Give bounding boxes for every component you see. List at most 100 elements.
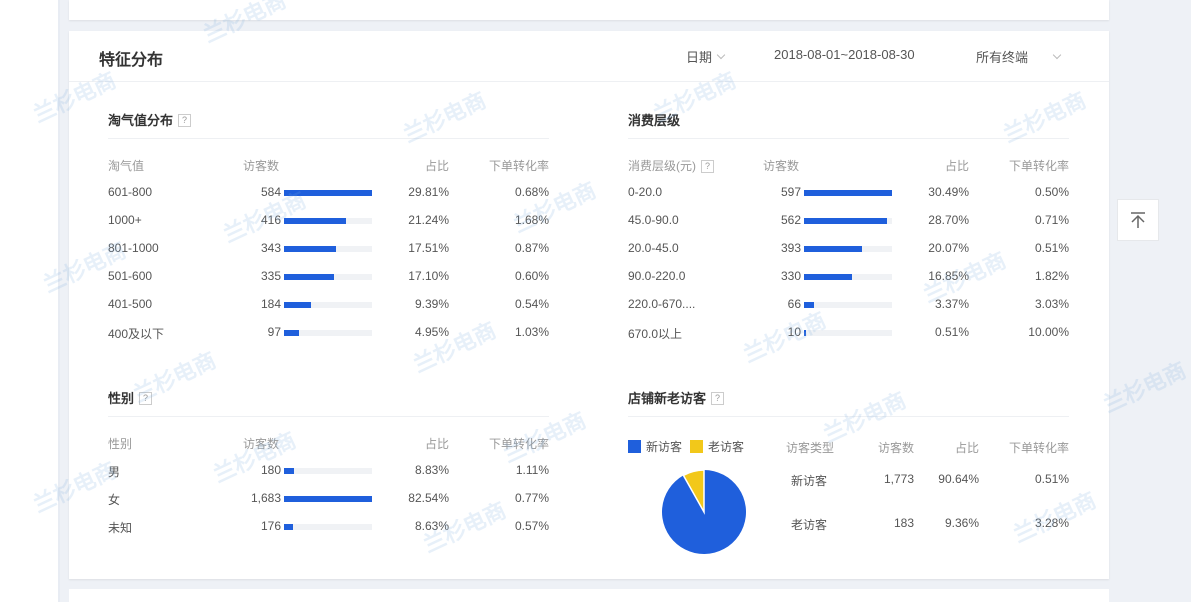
taoqi-table: 淘气值 访客数 占比 下单转化率 601-800 584 29.81% 0.68% 10… — [108, 153, 549, 349]
row-name: 670.0以上 — [628, 327, 683, 341]
header-pct: 占比 — [424, 437, 449, 451]
help-icon[interactable]: ? — [178, 114, 192, 127]
header-count: 访客数 — [243, 159, 280, 173]
row-pct: 8.63% — [414, 519, 449, 533]
help-icon[interactable]: ? — [139, 392, 153, 405]
row-name: 1000+ — [108, 213, 142, 227]
legend-label-old: 老访客 — [708, 440, 745, 454]
row-bar-fill — [284, 496, 372, 502]
gender-table: 性别 访客数 占比 下单转化率 男 180 8.83% 1.11% 女 1,683 82.5… — [108, 431, 549, 543]
row-type: 新访客 — [791, 474, 828, 488]
row-name: 501-600 — [108, 269, 153, 283]
header-type: 访客类型 — [786, 441, 835, 455]
table-row: 女 1,683 82.54% 0.77% — [108, 487, 549, 515]
row-bar-fill — [804, 190, 892, 196]
row-rate: 1.82% — [1034, 269, 1069, 283]
row-rate: 1.11% — [515, 463, 549, 477]
row-count: 330 — [780, 269, 801, 283]
row-bar-fill — [284, 274, 335, 280]
terminal-dropdown[interactable]: 所有终端 — [976, 47, 1062, 66]
legend-item-new[interactable]: 新访客 — [628, 438, 682, 455]
row-count: 66 — [787, 297, 801, 311]
table-row: 801-1000 343 17.51% 0.87% — [108, 237, 549, 265]
chevron-down-icon — [716, 50, 726, 59]
row-rate: 0.50% — [1034, 185, 1069, 199]
chevron-down-icon — [1052, 50, 1062, 59]
terminal-label: 所有终端 — [976, 50, 1029, 65]
date-range-picker[interactable]: 2018-08-01~2018-08-30 — [774, 47, 915, 62]
row-rate: 0.87% — [514, 241, 549, 255]
left-divider — [58, 0, 60, 602]
legend-swatch-new — [628, 440, 641, 453]
row-pct: 17.10% — [408, 269, 449, 283]
card-header: 特征分布 日期 2018-08-01~2018-08-30 所有终端 — [69, 31, 1109, 82]
row-rate: 10.00% — [1028, 325, 1069, 339]
row-count: 10 — [787, 325, 801, 339]
row-bar-fill — [284, 330, 299, 336]
row-count: 584 — [260, 185, 281, 199]
row-name: 90.0-220.0 — [628, 269, 686, 283]
table-row: 老访客 183 9.36% 3.28% — [786, 516, 1069, 536]
help-icon[interactable]: ? — [711, 392, 725, 405]
row-pct: 9.36% — [944, 516, 979, 530]
next-card — [69, 589, 1109, 602]
table-row: 男 180 8.83% 1.11% — [108, 459, 549, 487]
row-bar — [804, 330, 892, 336]
table-row: 45.0-90.0 562 28.70% 0.71% — [628, 209, 1069, 237]
row-bar-fill — [284, 246, 336, 252]
row-bar-fill — [804, 302, 814, 308]
row-bar-fill — [804, 246, 863, 252]
table-row: 400及以下 97 4.95% 1.03% — [108, 321, 549, 349]
arrow-up-icon — [1131, 212, 1145, 228]
row-count: 180 — [260, 463, 281, 477]
row-rate: 0.77% — [514, 491, 549, 505]
row-bar — [804, 274, 892, 280]
table-row: 0-20.0 597 30.49% 0.50% — [628, 181, 1069, 209]
row-bar — [804, 302, 892, 308]
row-rate: 0.54% — [514, 297, 549, 311]
date-range-value: 2018-08-01~2018-08-30 — [774, 47, 915, 62]
date-type-dropdown[interactable]: 日期 — [686, 47, 726, 66]
row-pct: 82.54% — [408, 491, 449, 505]
row-bar-fill — [804, 274, 853, 280]
row-pct: 30.49% — [928, 185, 969, 199]
row-rate: 0.68% — [514, 185, 549, 199]
consume-section: 消费层级 消费层级(元)? 访客数 占比 下单转化率 0-20.0 597 30.4… — [628, 111, 1069, 349]
row-count: 183 — [893, 516, 914, 530]
row-pct: 29.81% — [408, 185, 449, 199]
header-rate: 下单转化率 — [488, 437, 549, 451]
row-name: 女 — [108, 493, 121, 507]
table-row: 670.0以上 10 0.51% 10.00% — [628, 321, 1069, 349]
row-rate: 0.51% — [1034, 472, 1069, 486]
header-rate: 下单转化率 — [488, 159, 549, 173]
consume-table: 消费层级(元)? 访客数 占比 下单转化率 0-20.0 597 30.49% 0.5… — [628, 153, 1069, 349]
row-bar — [284, 274, 372, 280]
visitors-section: 店铺新老访客 ? 新访客 老访客 访客类型 访客数 占比 下单转化率 新访客 1,… — [628, 389, 1069, 569]
header-rate: 下单转化率 — [1008, 441, 1069, 455]
row-name: 45.0-90.0 — [628, 213, 679, 227]
legend-label-new: 新访客 — [646, 440, 683, 454]
row-bar-fill — [284, 302, 312, 308]
left-sidebar-strip — [0, 0, 60, 602]
row-rate: 1.68% — [514, 213, 549, 227]
row-bar-fill — [804, 330, 806, 336]
row-name: 男 — [108, 465, 121, 479]
row-pct: 9.39% — [414, 297, 449, 311]
header-pct: 占比 — [424, 159, 449, 173]
table-row: 新访客 1,773 90.64% 0.51% — [786, 472, 1069, 492]
row-name: 20.0-45.0 — [628, 241, 679, 255]
header-name: 淘气值 — [108, 159, 145, 173]
row-name: 801-1000 — [108, 241, 159, 255]
table-row: 401-500 184 9.39% 0.54% — [108, 293, 549, 321]
row-pct: 3.37% — [934, 297, 969, 311]
back-to-top-button[interactable] — [1117, 199, 1159, 241]
row-bar — [804, 246, 892, 252]
legend-item-old[interactable]: 老访客 — [690, 438, 744, 455]
row-rate: 0.60% — [514, 269, 549, 283]
visitor-pie-chart[interactable] — [661, 469, 747, 555]
header-name: 消费层级(元)? — [628, 157, 714, 174]
table-row: 未知 176 8.63% 0.57% — [108, 515, 549, 543]
row-name: 220.0-670.... — [628, 297, 696, 311]
help-icon[interactable]: ? — [701, 160, 714, 174]
row-count: 1,683 — [250, 491, 281, 505]
